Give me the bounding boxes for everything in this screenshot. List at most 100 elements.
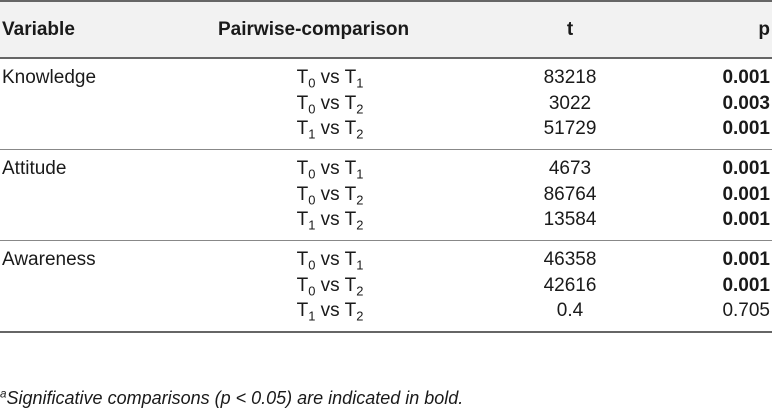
table-footnote: aSignificative comparisons (p < 0.05) ar… <box>0 388 463 409</box>
header-p: p <box>690 0 772 59</box>
p-value-cell: 0.001 <box>722 274 770 296</box>
comparison-index-b: 2 <box>356 283 364 299</box>
comparison-prefix-b: T <box>344 274 357 296</box>
comparison-prefix-a: T <box>296 274 309 296</box>
comparison-index-a: 0 <box>308 192 316 208</box>
comparison-cell: T1 vs T2 <box>200 118 420 150</box>
comparison-prefix-b: T <box>344 92 357 114</box>
table-row: Awareness T0 vs T1 46358 0.001 <box>0 241 772 273</box>
comparison-index-b: 1 <box>356 166 364 182</box>
variable-cell <box>0 118 200 150</box>
t-value-cell: 3022 <box>548 92 592 114</box>
comparison-prefix-b: T <box>344 118 357 139</box>
comparison-prefix-b: T <box>344 158 357 179</box>
p-value-cell: 0.001 <box>690 209 772 241</box>
comparison-prefix-a: T <box>296 67 309 88</box>
comparison-prefix-a: T <box>296 249 309 270</box>
comparison-separator: vs <box>315 158 345 179</box>
t-value-cell: 13584 <box>420 209 690 241</box>
comparison-index-a: 0 <box>308 101 316 117</box>
comparison-cell: T0 vs T1 <box>200 58 420 89</box>
table-body: Knowledge T0 vs T1 83218 0.001 T0 vs T2 3022 0… <box>0 58 772 333</box>
comparison-cell: T0 vs T2 <box>200 180 420 209</box>
variable-cell <box>0 209 200 241</box>
comparison-separator: vs <box>315 274 345 296</box>
comparison-cell: T0 vs T2 <box>200 89 420 118</box>
p-value-cell: 0.001 <box>722 67 770 88</box>
comparison-separator: vs <box>315 118 345 139</box>
table-row: Attitude T0 vs T1 4673 0.001 <box>0 150 772 182</box>
comparison-index-b: 1 <box>356 75 364 91</box>
comparison-index-a: 0 <box>308 283 316 299</box>
variable-cell <box>0 271 200 300</box>
variable-cell: Attitude <box>2 158 67 179</box>
p-value-cell: 0.001 <box>722 158 770 179</box>
footnote-text: Significative comparisons (p < 0.05) are… <box>6 388 464 408</box>
comparison-index-b: 2 <box>356 126 364 142</box>
comparison-cell: T1 vs T2 <box>200 209 420 241</box>
comparison-prefix-b: T <box>344 209 357 230</box>
comparison-prefix-b: T <box>344 300 357 321</box>
variable-cell: Awareness <box>2 249 96 270</box>
p-value-cell: 0.705 <box>690 300 772 333</box>
comparison-index-b: 2 <box>356 101 364 117</box>
comparison-cell: T0 vs T2 <box>200 271 420 300</box>
comparison-prefix-a: T <box>296 183 309 205</box>
comparison-prefix-b: T <box>344 67 357 88</box>
comparison-cell: T1 vs T2 <box>200 300 420 333</box>
comparison-index-a: 0 <box>308 257 316 273</box>
comparison-separator: vs <box>315 67 345 88</box>
pairwise-comparison-table: Variable Pairwise-comparison t p Knowled… <box>0 0 772 333</box>
comparison-prefix-a: T <box>296 158 309 179</box>
comparison-index-a: 1 <box>308 308 316 324</box>
t-value-cell: 83218 <box>543 67 597 88</box>
comparison-cell: T0 vs T1 <box>200 150 420 182</box>
header-variable: Variable <box>0 0 200 59</box>
comparison-separator: vs <box>315 249 345 270</box>
comparison-prefix-a: T <box>296 209 309 230</box>
comparison-index-a: 1 <box>308 126 316 142</box>
t-value-cell: 4673 <box>548 158 592 179</box>
t-value-cell: 51729 <box>420 118 690 150</box>
variable-cell: Knowledge <box>2 67 97 88</box>
comparison-index-b: 2 <box>356 192 364 208</box>
variable-cell <box>0 89 200 118</box>
table-row: Knowledge T0 vs T1 83218 0.001 <box>0 58 772 89</box>
comparison-separator: vs <box>315 300 345 321</box>
t-value-cell: 42616 <box>543 274 597 296</box>
comparison-index-a: 0 <box>308 166 316 182</box>
table-row: T1 vs T2 0.4 0.705 <box>0 300 772 333</box>
comparison-separator: vs <box>315 183 345 205</box>
comparison-index-b: 2 <box>356 217 364 233</box>
comparison-index-a: 1 <box>308 217 316 233</box>
variable-cell <box>0 300 200 333</box>
table-row: T0 vs T2 42616 0.001 <box>0 271 772 300</box>
comparison-separator: vs <box>315 209 345 230</box>
header-t: t <box>420 0 690 59</box>
comparison-index-a: 0 <box>308 75 316 91</box>
variable-cell <box>0 180 200 209</box>
t-value-cell: 46358 <box>543 249 597 270</box>
comparison-prefix-a: T <box>296 300 309 321</box>
table-row: T1 vs T2 13584 0.001 <box>0 209 772 241</box>
p-value-cell: 0.001 <box>722 183 770 205</box>
comparison-separator: vs <box>315 92 345 114</box>
t-value-cell: 86764 <box>543 183 597 205</box>
header-pairwise-comparison: Pairwise-comparison <box>200 0 420 59</box>
table-row: T0 vs T2 3022 0.003 <box>0 89 772 118</box>
t-value-cell: 0.4 <box>420 300 690 333</box>
header-row: Variable Pairwise-comparison t p <box>0 0 772 59</box>
p-value-cell: 0.001 <box>690 118 772 150</box>
comparison-index-b: 1 <box>356 257 364 273</box>
comparison-prefix-a: T <box>296 118 309 139</box>
comparison-index-b: 2 <box>356 308 364 324</box>
comparison-prefix-b: T <box>344 183 357 205</box>
table-row: T1 vs T2 51729 0.001 <box>0 118 772 150</box>
p-value-cell: 0.003 <box>722 92 770 114</box>
p-value-cell: 0.001 <box>722 249 770 270</box>
table-row: T0 vs T2 86764 0.001 <box>0 180 772 209</box>
comparison-cell: T0 vs T1 <box>200 241 420 273</box>
comparison-prefix-b: T <box>344 249 357 270</box>
footnote-marker: a <box>0 387 7 401</box>
